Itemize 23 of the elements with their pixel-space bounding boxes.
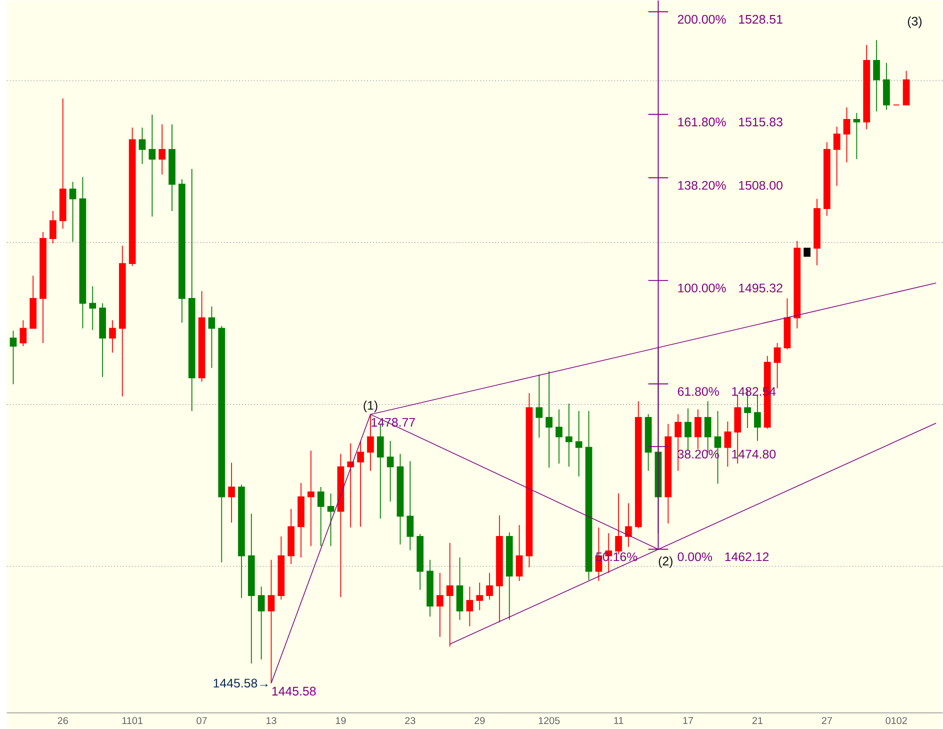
annotation: (2)	[658, 556, 672, 568]
ref-line-label: 161.80% 1515.83	[678, 118, 782, 126]
annotation: (3)	[908, 16, 922, 28]
x-tick-label: 07	[196, 717, 207, 724]
x-tick-label: 19	[336, 717, 346, 724]
x-tick-label: 26	[58, 717, 68, 724]
ref-line-label: 200.00% 1528.51	[678, 15, 782, 24]
x-tick-label: 13	[266, 717, 276, 724]
ref-line-label: 138.20% 1508.00	[678, 181, 782, 190]
x-tick-label: 11	[614, 717, 624, 724]
x-tick-label: 1101	[122, 717, 143, 724]
ref-line-label: 100.00% 1495.32	[678, 284, 782, 292]
annotation: 1445.58	[272, 686, 316, 696]
x-tick-label: 21	[752, 717, 762, 724]
ref-line-label: 0.00% 1462.12	[678, 552, 769, 562]
x-tick-label: 17	[683, 717, 694, 724]
annotation: (1)	[364, 400, 378, 412]
x-tick-label: 23	[405, 717, 416, 724]
x-tick-label: 1205	[538, 717, 560, 724]
x-tick-label: 29	[474, 717, 485, 724]
x-tick-label: 0102	[886, 717, 907, 724]
x-tick-label: 27	[822, 717, 832, 724]
annotation: 1445.58→	[214, 678, 268, 688]
